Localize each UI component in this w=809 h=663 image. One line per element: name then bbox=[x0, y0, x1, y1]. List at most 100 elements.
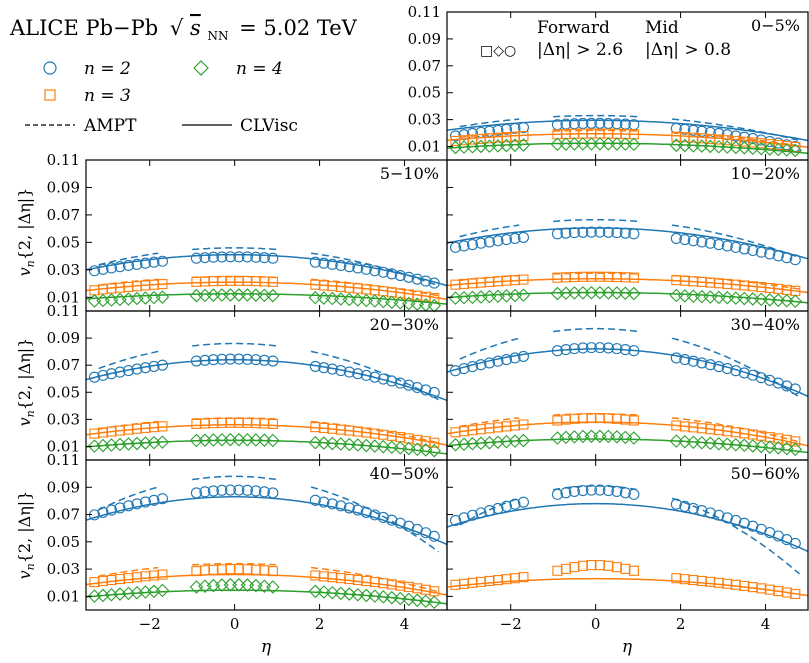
ampt-curve-n2-0 bbox=[459, 224, 520, 238]
data-point-n2 bbox=[492, 355, 504, 367]
data-point-n2 bbox=[241, 251, 253, 263]
data-point-n2 bbox=[343, 261, 355, 273]
data-point-n4 bbox=[359, 438, 374, 453]
data-point-n3 bbox=[628, 272, 639, 283]
data-point-n2 bbox=[594, 226, 606, 238]
y-tick-label: 0.09 bbox=[408, 30, 441, 48]
data-point-n2 bbox=[747, 244, 759, 257]
data-point-n3 bbox=[318, 571, 329, 582]
data-point-n4 bbox=[257, 579, 272, 594]
data-point-n3 bbox=[603, 560, 614, 571]
y-tick-label: 0.07 bbox=[47, 206, 80, 224]
data-point-n2 bbox=[105, 368, 118, 380]
data-point-n2 bbox=[318, 257, 330, 269]
data-point-n3 bbox=[577, 560, 588, 571]
data-point-n3 bbox=[216, 564, 227, 575]
data-point-n2 bbox=[360, 506, 372, 518]
data-point-n4 bbox=[508, 288, 522, 303]
data-point-n3 bbox=[157, 279, 168, 290]
data-point-n3 bbox=[713, 577, 724, 588]
data-point-n4 bbox=[334, 292, 348, 306]
data-point-n2 bbox=[420, 275, 432, 287]
data-point-n4 bbox=[334, 586, 348, 601]
data-point-n2 bbox=[148, 360, 160, 372]
data-point-n3 bbox=[386, 579, 397, 590]
data-point-n2 bbox=[449, 365, 462, 377]
data-point-n3 bbox=[259, 418, 270, 429]
data-point-n2 bbox=[224, 251, 236, 263]
legend-forward-title: Forward bbox=[537, 18, 610, 38]
data-point-n3 bbox=[620, 563, 631, 574]
data-point-n3 bbox=[586, 560, 597, 571]
ampt-curve-n2-1 bbox=[192, 342, 278, 347]
y-tick-label: 0.03 bbox=[47, 560, 80, 578]
data-point-n3 bbox=[242, 417, 253, 428]
data-point-n2 bbox=[509, 232, 521, 245]
data-point-n4 bbox=[788, 143, 803, 158]
centrality-label: 40−50% bbox=[370, 464, 439, 483]
legend-mid-title: Mid bbox=[645, 18, 679, 38]
data-point-n2 bbox=[114, 502, 126, 514]
data-point-n2 bbox=[148, 256, 160, 268]
data-point-n4 bbox=[240, 288, 255, 302]
data-point-n3 bbox=[191, 418, 202, 429]
data-point-n2 bbox=[458, 363, 470, 375]
data-point-n4 bbox=[257, 433, 272, 447]
data-point-n3 bbox=[97, 575, 109, 587]
data-point-n3 bbox=[722, 578, 733, 589]
data-point-n2 bbox=[696, 505, 708, 517]
data-point-n2 bbox=[551, 345, 563, 357]
data-point-n2 bbox=[755, 246, 767, 258]
data-point-n4 bbox=[368, 294, 382, 308]
x-tick-label: 4 bbox=[400, 615, 410, 633]
data-point-n2 bbox=[704, 237, 716, 249]
data-point-n2 bbox=[352, 262, 364, 274]
data-point-n2 bbox=[411, 273, 423, 285]
data-point-n3 bbox=[233, 417, 244, 428]
y-tick-label: 0.09 bbox=[47, 178, 80, 196]
data-point-n4 bbox=[215, 288, 229, 302]
data-point-n2 bbox=[394, 377, 406, 389]
data-point-n4 bbox=[206, 288, 221, 302]
data-point-n3 bbox=[560, 563, 571, 574]
data-point-n4 bbox=[410, 442, 425, 457]
ampt-curve-n2-2 bbox=[310, 486, 439, 553]
data-point-n2 bbox=[403, 379, 415, 391]
ampt-curve-n3-1 bbox=[192, 562, 278, 566]
data-point-n2 bbox=[789, 537, 801, 549]
data-point-n4 bbox=[325, 436, 340, 451]
data-point-n2 bbox=[483, 125, 496, 137]
data-point-n2 bbox=[713, 361, 725, 373]
data-point-n2 bbox=[250, 251, 262, 263]
data-point-n4 bbox=[686, 435, 701, 449]
data-point-n4 bbox=[584, 429, 599, 444]
data-point-n4 bbox=[703, 139, 718, 154]
data-point-n3 bbox=[216, 417, 227, 428]
data-point-n4 bbox=[427, 298, 442, 313]
data-point-n2 bbox=[148, 494, 160, 506]
ampt-curve-n2-0 bbox=[459, 118, 520, 128]
data-point-n4 bbox=[729, 437, 743, 452]
data-point-n3 bbox=[705, 576, 716, 587]
data-point-n4 bbox=[308, 435, 323, 450]
data-point-n2 bbox=[309, 360, 321, 372]
data-point-n3 bbox=[361, 575, 372, 587]
centrality-label: 30−40% bbox=[731, 315, 800, 334]
y-tick-label: 0.09 bbox=[47, 478, 80, 496]
data-point-n2 bbox=[139, 362, 152, 374]
data-point-n4 bbox=[138, 291, 153, 305]
ampt-curve-n3-1 bbox=[553, 413, 639, 416]
data-point-n2 bbox=[466, 509, 479, 521]
data-point-n2 bbox=[428, 277, 440, 289]
data-point-n2 bbox=[687, 502, 699, 514]
data-point-n2 bbox=[611, 485, 623, 498]
x-tick-label: 0 bbox=[591, 615, 601, 633]
data-point-n4 bbox=[427, 443, 442, 458]
data-point-n2 bbox=[721, 363, 733, 375]
data-point-n4 bbox=[627, 431, 641, 445]
data-point-n2 bbox=[721, 240, 733, 252]
data-point-n2 bbox=[619, 343, 631, 356]
y-axis-label-middle: vn{2, |Δη|} bbox=[15, 338, 37, 427]
panel-10-20-: 10−20% bbox=[446, 159, 809, 312]
data-point-n2 bbox=[551, 488, 563, 500]
